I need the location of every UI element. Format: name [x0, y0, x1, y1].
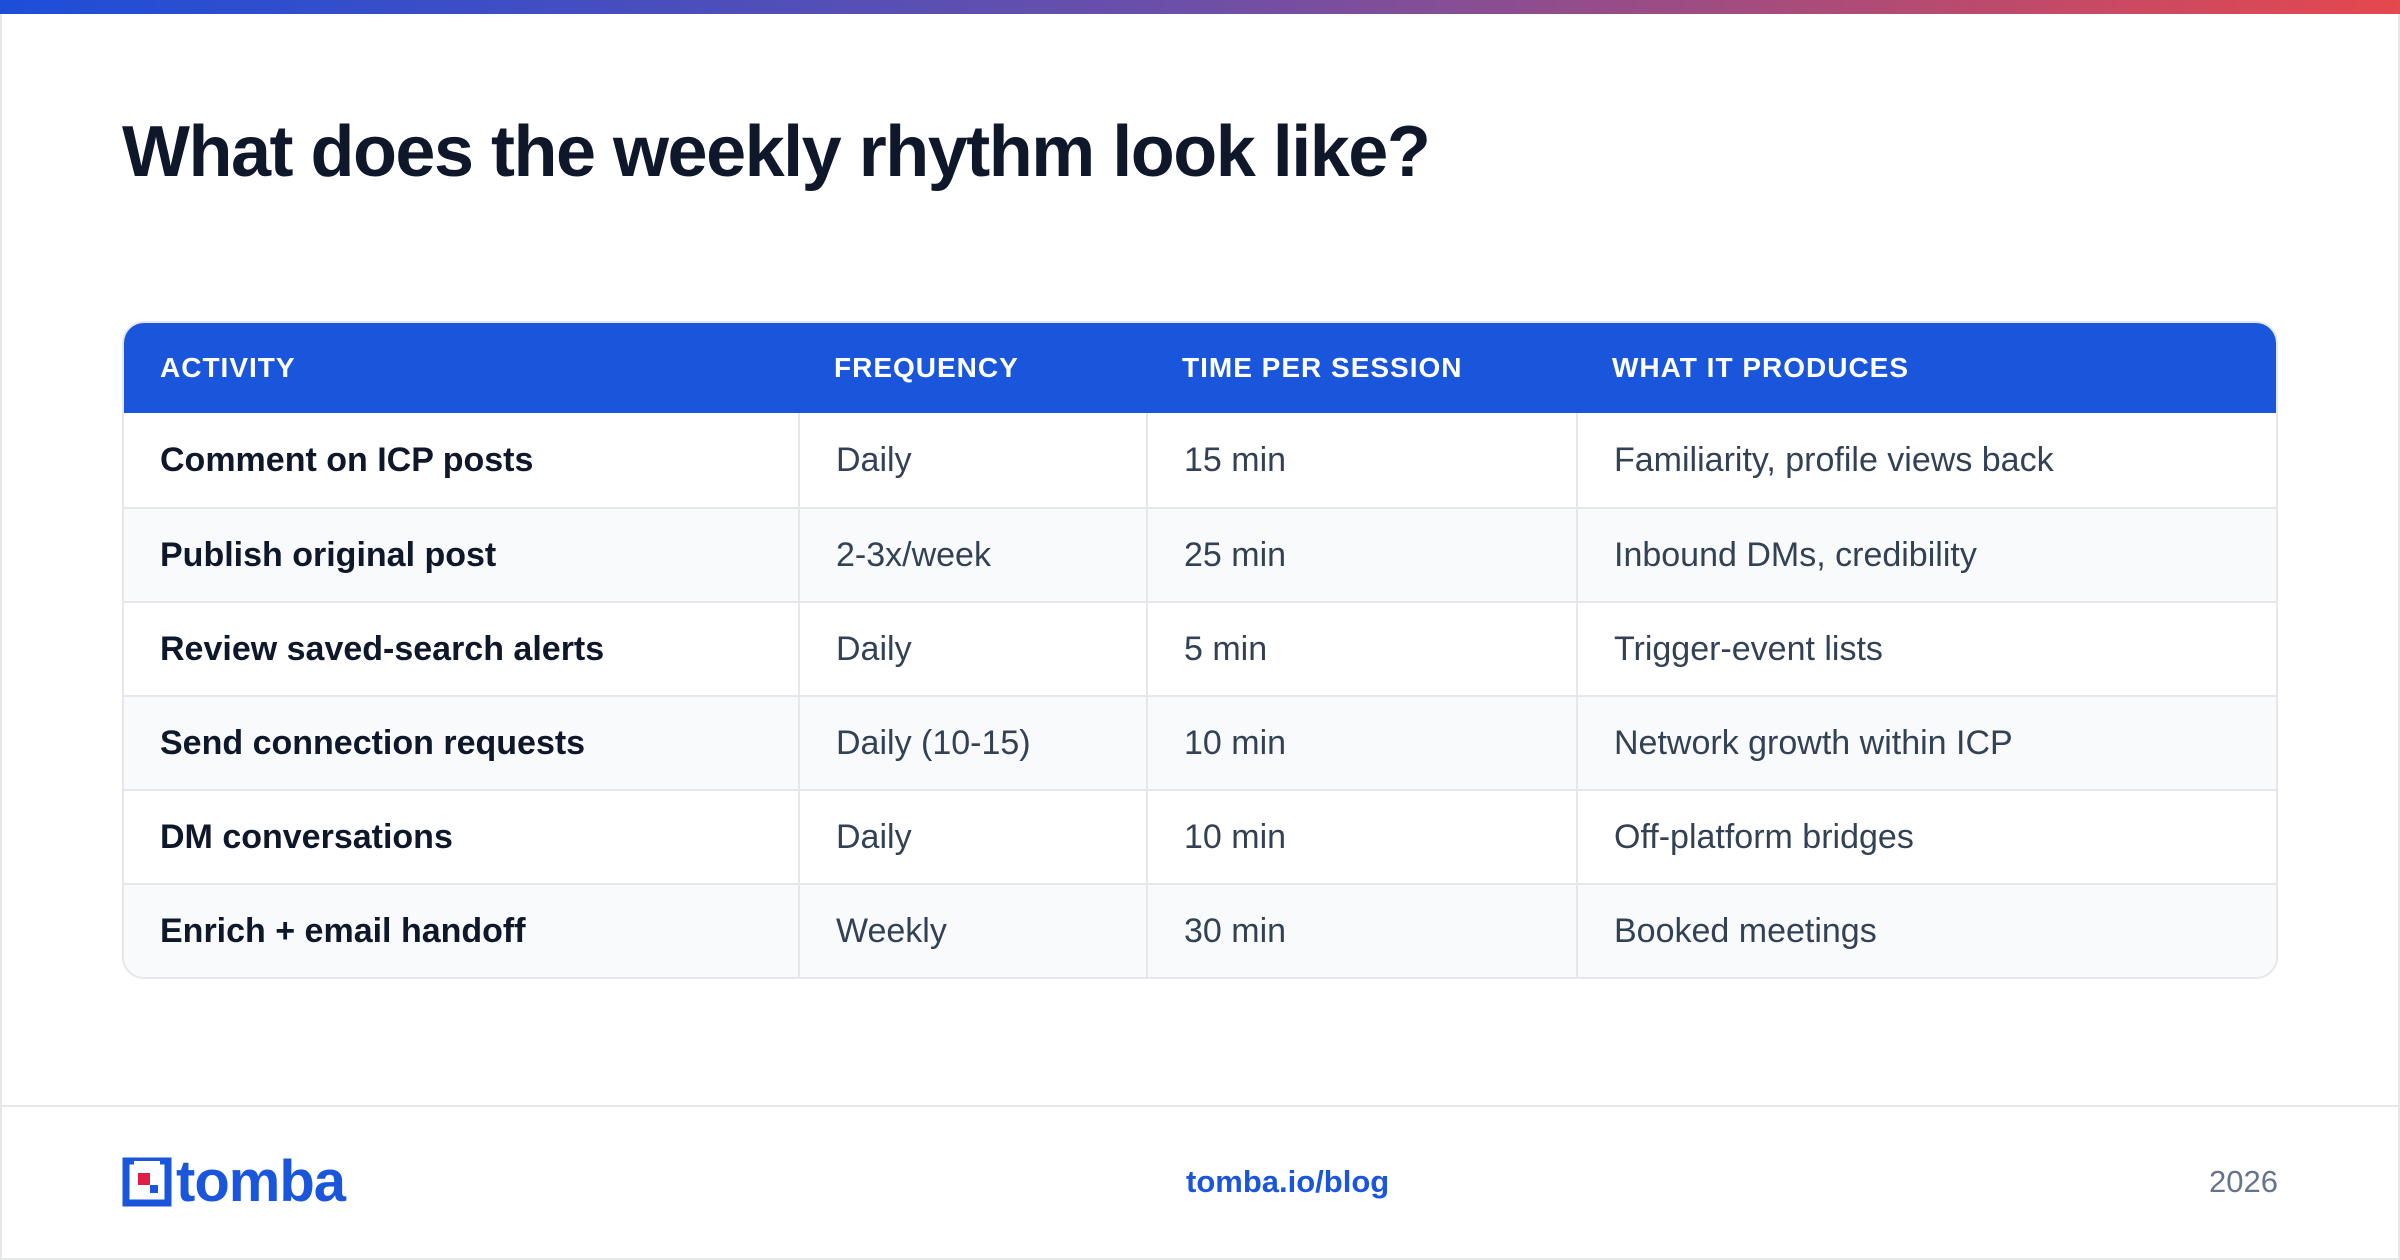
- cell-frequency: Daily: [798, 791, 1146, 883]
- cell-frequency: 2-3x/week: [798, 509, 1146, 601]
- table-row: Send connection requests Daily (10-15) 1…: [124, 695, 2276, 789]
- cell-produces: Network growth within ICP: [1576, 697, 2276, 789]
- cell-time: 25 min: [1146, 509, 1576, 601]
- cell-frequency: Weekly: [798, 885, 1146, 977]
- rhythm-table: ACTIVITY FREQUENCY TIME PER SESSION WHAT…: [122, 321, 2278, 979]
- cell-produces: Familiarity, profile views back: [1576, 413, 2276, 507]
- cell-produces: Trigger-event lists: [1576, 603, 2276, 695]
- cell-time: 15 min: [1146, 413, 1576, 507]
- cell-time: 10 min: [1146, 791, 1576, 883]
- cell-time: 5 min: [1146, 603, 1576, 695]
- cell-activity: Publish original post: [160, 535, 497, 574]
- logo-wordmark: tomba: [176, 1149, 346, 1214]
- table-row: Comment on ICP posts Daily 15 min Famili…: [124, 413, 2276, 507]
- table-row: DM conversations Daily 10 min Off-platfo…: [124, 789, 2276, 883]
- column-header-what-it-produces: WHAT IT PRODUCES: [1612, 352, 1910, 383]
- cell-time: 10 min: [1146, 697, 1576, 789]
- table-body: Comment on ICP posts Daily 15 min Famili…: [124, 413, 2276, 977]
- table-row: Enrich + email handoff Weekly 30 min Boo…: [124, 883, 2276, 977]
- tomba-logo: tomba: [122, 1149, 346, 1214]
- cell-activity: Send connection requests: [160, 723, 586, 762]
- column-header-frequency: FREQUENCY: [834, 352, 1019, 383]
- cell-produces: Inbound DMs, credibility: [1576, 509, 2276, 601]
- cell-activity: Review saved-search alerts: [160, 629, 605, 668]
- table-row: Review saved-search alerts Daily 5 min T…: [124, 601, 2276, 695]
- cell-produces: Booked meetings: [1576, 885, 2276, 977]
- column-header-activity: ACTIVITY: [160, 352, 296, 383]
- cell-activity: Enrich + email handoff: [160, 911, 526, 950]
- footer-divider: [0, 1105, 2400, 1107]
- page-title: What does the weekly rhythm look like?: [122, 112, 1431, 192]
- footer-year: 2026: [2209, 1164, 2278, 1199]
- table-header: ACTIVITY FREQUENCY TIME PER SESSION WHAT…: [124, 323, 2276, 413]
- cell-frequency: Daily: [798, 603, 1146, 695]
- cell-activity: DM conversations: [160, 817, 453, 856]
- blog-link[interactable]: tomba.io/blog: [1186, 1164, 1390, 1199]
- column-header-time-per-session: TIME PER SESSION: [1182, 352, 1463, 383]
- top-gradient-bar: [0, 0, 2400, 14]
- cell-time: 30 min: [1146, 885, 1576, 977]
- tomba-logo-icon: [122, 1157, 172, 1207]
- cell-activity: Comment on ICP posts: [160, 440, 534, 479]
- cell-frequency: Daily: [798, 413, 1146, 507]
- cell-produces: Off-platform bridges: [1576, 791, 2276, 883]
- cell-frequency: Daily (10-15): [798, 697, 1146, 789]
- table-row: Publish original post 2-3x/week 25 min I…: [124, 507, 2276, 601]
